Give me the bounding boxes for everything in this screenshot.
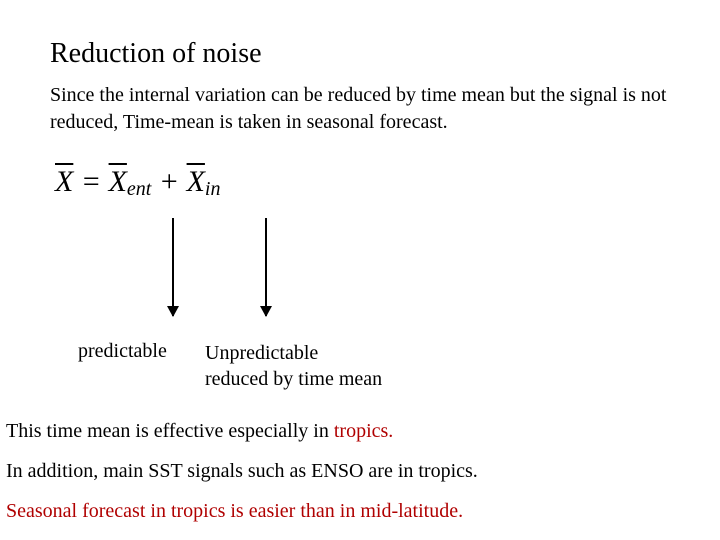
- eq-lhs: X: [55, 165, 73, 198]
- label-unpredictable-line1: Unpredictable: [205, 342, 318, 364]
- para-tropics-text: This time mean is effective especially i…: [6, 420, 334, 442]
- label-predictable: predictable: [78, 340, 167, 363]
- equation: X = Xent + Xin: [55, 165, 220, 201]
- intro-paragraph: Since the internal variation can be redu…: [50, 82, 670, 136]
- eq-term2-sub: in: [205, 178, 221, 200]
- slide-page: Reduction of noise Since the internal va…: [0, 0, 720, 540]
- eq-plus: +: [151, 165, 186, 198]
- label-unpredictable-line2: reduced by time mean: [205, 368, 382, 390]
- eq-equals: =: [73, 165, 108, 198]
- eq-term2: X: [187, 165, 205, 198]
- label-unpredictable: Unpredictable reduced by time mean: [205, 340, 382, 392]
- slide-title: Reduction of noise: [50, 38, 262, 70]
- eq-term1: X: [109, 165, 127, 198]
- para-conclusion: Seasonal forecast in tropics is easier t…: [6, 500, 463, 523]
- eq-term1-sub: ent: [127, 178, 151, 200]
- para-tropics-highlight: tropics.: [334, 420, 393, 442]
- arrow-down-icon: [172, 218, 174, 316]
- para-tropics: This time mean is effective especially i…: [6, 420, 393, 443]
- arrow-down-icon: [265, 218, 267, 316]
- para-sst: In addition, main SST signals such as EN…: [6, 460, 478, 483]
